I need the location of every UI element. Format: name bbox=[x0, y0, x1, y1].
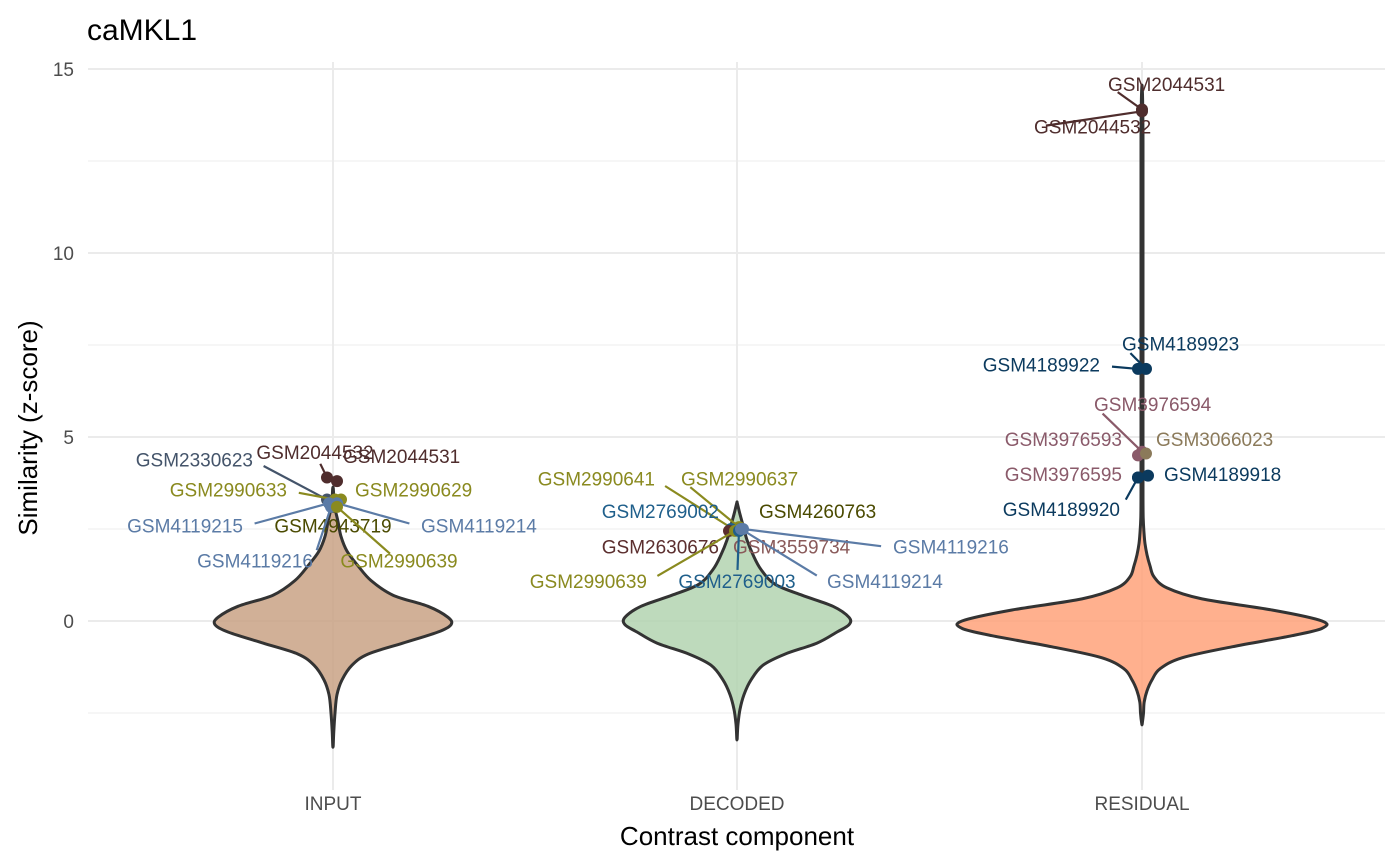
point-gsm3066023 bbox=[1140, 447, 1152, 460]
point-label-gsm2990633: GSM2990633 bbox=[170, 481, 287, 502]
leader-line-2 bbox=[263, 465, 328, 501]
leader-line-19 bbox=[740, 528, 818, 577]
leader-line-8 bbox=[315, 506, 333, 551]
point-gsm2990639 bbox=[331, 500, 343, 513]
point-label-gsm2990629: GSM2990629 bbox=[355, 481, 472, 502]
chart-title: caMKL1 bbox=[87, 14, 197, 47]
y-tick-label-2: 10 bbox=[53, 244, 74, 265]
y-tick-label-1: 5 bbox=[63, 428, 74, 449]
point-label-gsm2044531: GSM2044531 bbox=[343, 447, 460, 468]
point-label-gsm4119216: GSM4119216 bbox=[893, 538, 1009, 559]
point-label-gsm4189923: GSM4189923 bbox=[1122, 335, 1239, 356]
point-gsm4189922 bbox=[1132, 362, 1144, 375]
leader-line-10 bbox=[664, 485, 734, 530]
leader-line-5 bbox=[254, 502, 330, 525]
y-tick-label-0: 0 bbox=[63, 612, 74, 633]
x-tick-label-residual: RESIDUAL bbox=[1094, 794, 1189, 815]
point-label-gsm4119214: GSM4119214 bbox=[827, 572, 943, 593]
point-label-gsm2044532: GSM2044532 bbox=[1034, 117, 1151, 138]
point-label-gsm3976594: GSM3976594 bbox=[1094, 395, 1212, 416]
point-label-gsm2044531: GSM2044531 bbox=[1108, 75, 1225, 96]
point-label-gsm2769002: GSM2769002 bbox=[602, 502, 719, 523]
point-label-gsm4943719: GSM4943719 bbox=[274, 517, 391, 538]
point-label-gsm2990639: GSM2990639 bbox=[530, 572, 647, 593]
axes: 0 5 10 15 INPUT DECODED RESIDUAL bbox=[53, 60, 1190, 815]
point-label-gsm3066023: GSM3066023 bbox=[1156, 430, 1273, 451]
leader-line-7 bbox=[336, 502, 410, 525]
point-gsm2044532 bbox=[321, 471, 333, 484]
point-gsm2044531 bbox=[331, 475, 343, 488]
point-label-gsm4119216: GSM4119216 bbox=[197, 552, 313, 573]
point-label-gsm4119214: GSM4119214 bbox=[421, 517, 537, 538]
violin-input bbox=[212, 485, 454, 749]
leader-line-18 bbox=[736, 530, 741, 570]
y-axis-title: Similarity (z-score) bbox=[13, 320, 43, 535]
x-tick-label-input: INPUT bbox=[305, 794, 362, 815]
labeled-points: GSM2044532GSM2044531GSM2330623GSM2990633… bbox=[127, 75, 1281, 593]
point-label-gsm2330623: GSM2330623 bbox=[136, 450, 253, 471]
point-gsm2044532 bbox=[1136, 105, 1148, 118]
leader-line-16 bbox=[742, 527, 882, 548]
leader-line-21 bbox=[1045, 110, 1143, 127]
y-tick-label-3: 15 bbox=[53, 60, 74, 81]
point-label-gsm2990639: GSM2990639 bbox=[340, 552, 457, 573]
point-gsm4189920 bbox=[1132, 471, 1144, 484]
point-label-gsm4189920: GSM4189920 bbox=[1003, 500, 1120, 521]
x-tick-label-decoded: DECODED bbox=[689, 794, 784, 815]
violins bbox=[212, 83, 1329, 749]
point-label-gsm4189922: GSM4189922 bbox=[983, 355, 1100, 376]
point-label-gsm4189918: GSM4189918 bbox=[1164, 465, 1281, 486]
point-label-gsm2990641: GSM2990641 bbox=[538, 470, 655, 491]
point-label-gsm2630676: GSM2630676 bbox=[602, 538, 719, 559]
violin-residual bbox=[955, 83, 1329, 727]
point-gsm4189918 bbox=[1142, 469, 1154, 482]
point-label-gsm2990637: GSM2990637 bbox=[681, 470, 798, 491]
leader-line-11 bbox=[689, 486, 740, 529]
leader-line-24 bbox=[1101, 412, 1143, 453]
point-label-gsm4119215: GSM4119215 bbox=[127, 517, 243, 538]
point-label-gsm2044532: GSM2044532 bbox=[256, 443, 373, 464]
point-label-gsm4260763: GSM4260763 bbox=[759, 502, 876, 523]
point-label-gsm3976593: GSM3976593 bbox=[1005, 430, 1122, 451]
violin-decoded bbox=[621, 500, 853, 742]
point-label-gsm2769003: GSM2769003 bbox=[678, 572, 795, 593]
leader-line-9 bbox=[336, 506, 391, 555]
leader-line-17 bbox=[656, 529, 736, 577]
point-gsm4119214 bbox=[735, 523, 747, 535]
x-axis-title: Contrast component bbox=[620, 821, 855, 851]
point-label-gsm3976595: GSM3976595 bbox=[1005, 465, 1122, 486]
